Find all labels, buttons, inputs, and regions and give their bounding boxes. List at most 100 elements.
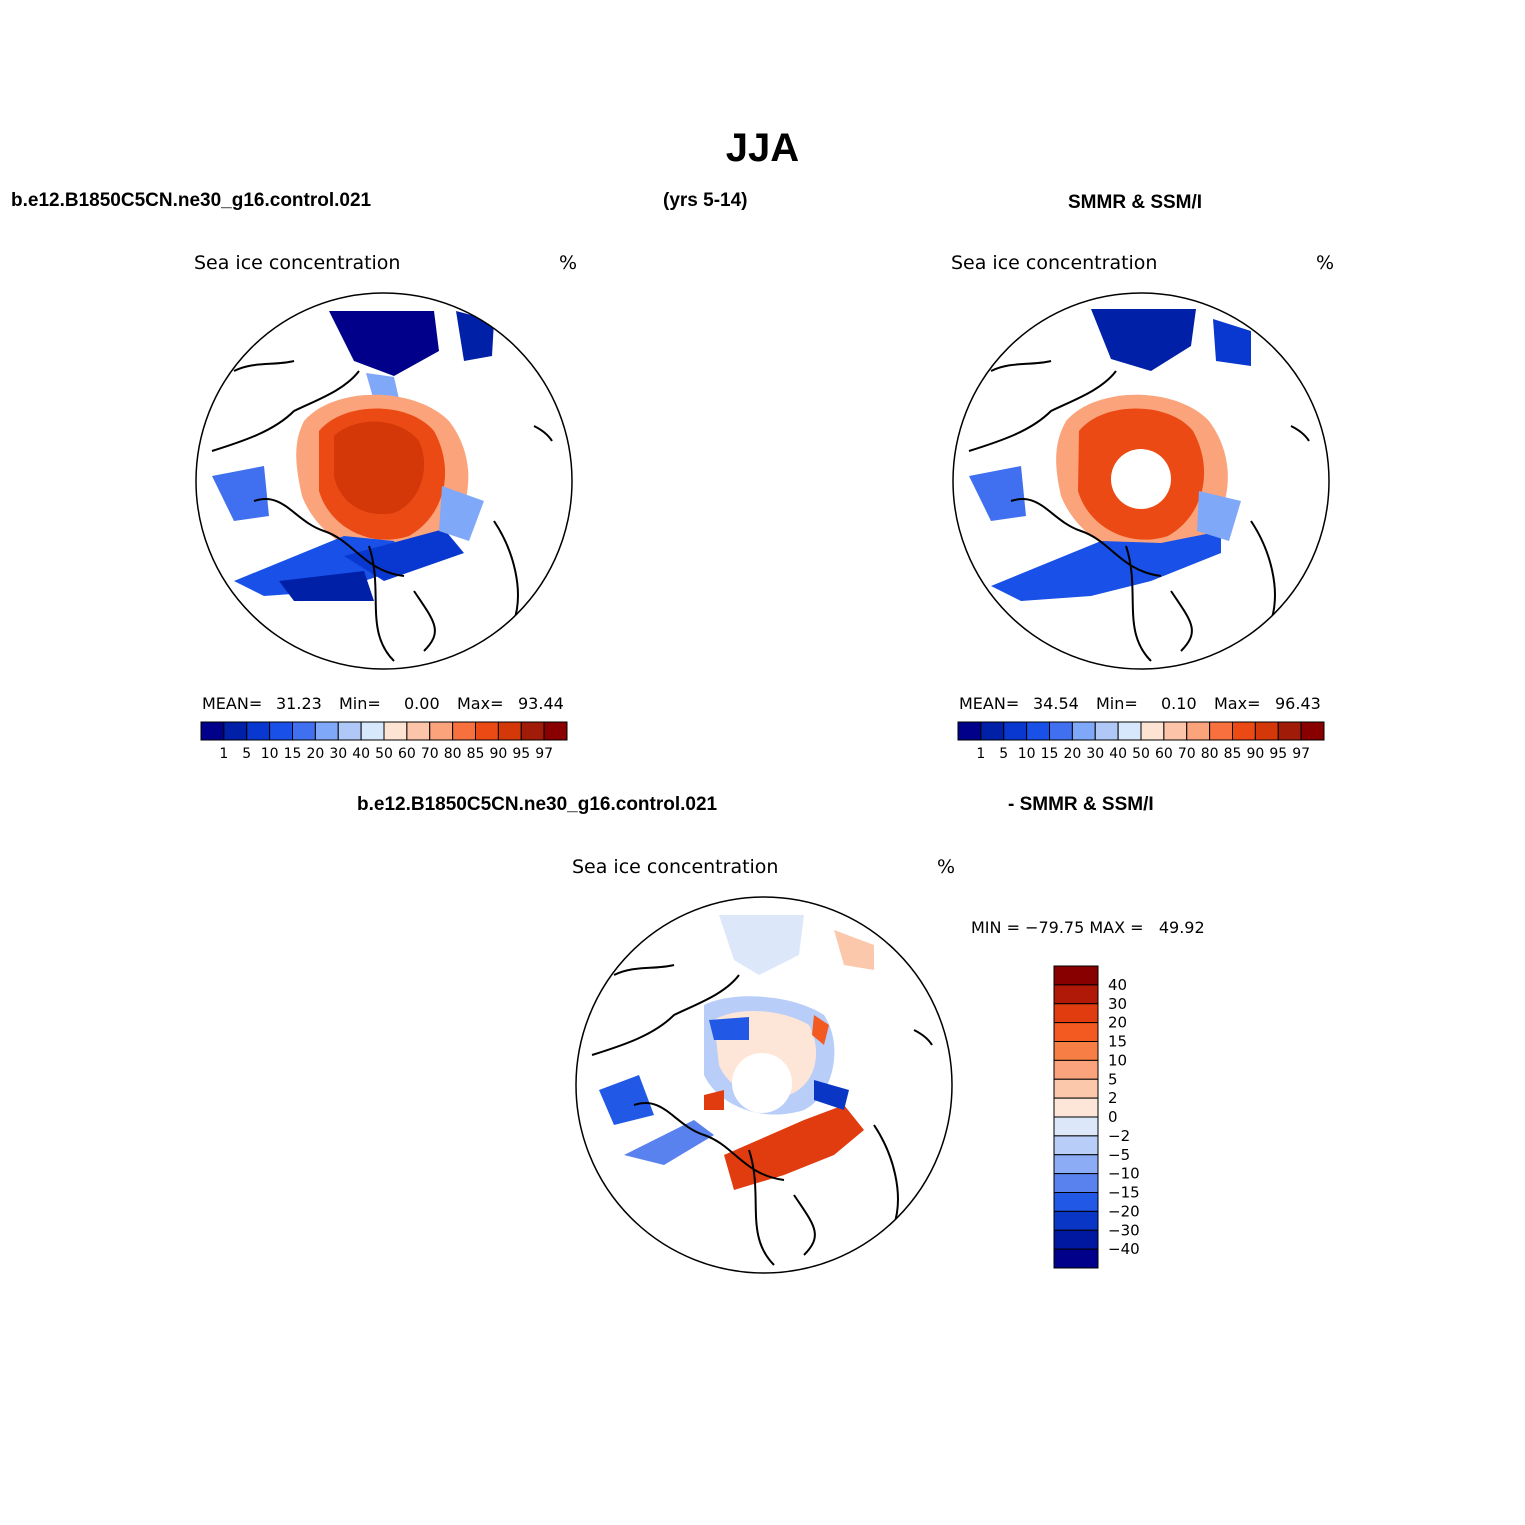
- panel2-min-value: 0.10: [1161, 694, 1197, 713]
- colorbar-tick-label: 2: [1108, 1089, 1118, 1107]
- panel1-min-label: Min=: [339, 694, 381, 713]
- colorbar-swatch: [1186, 721, 1211, 741]
- colorbar-swatch: [1094, 721, 1119, 741]
- colorbar-swatch: [543, 721, 568, 741]
- colorbar-swatch: [1053, 1097, 1099, 1118]
- colorbar-swatch: [1053, 1135, 1099, 1156]
- colorbar-tick-label: 30: [329, 746, 347, 762]
- colorbar-swatch: [314, 721, 339, 741]
- panel1-mean-value: 31.23: [276, 694, 322, 713]
- colorbar-tick-label: 50: [375, 746, 393, 762]
- colorbar-swatch: [292, 721, 316, 741]
- colorbar-swatch: [452, 721, 476, 741]
- panel1-min-value: 0.00: [404, 694, 440, 713]
- colorbar-swatch: [1053, 1154, 1099, 1175]
- colorbar-tick-label: 20: [1063, 746, 1081, 762]
- obs-name-header: SMMR & SSM/I: [1068, 192, 1203, 213]
- colorbar-tick-label: 70: [421, 746, 439, 762]
- colorbar-tick-label: −30: [1108, 1221, 1140, 1239]
- colorbar-tick-label: 95: [512, 746, 530, 762]
- panel1-polar-map: [195, 292, 573, 670]
- panel1-max-value: 93.44: [518, 694, 564, 713]
- colorbar-tick-label: 85: [467, 746, 485, 762]
- panel2-mean-label: MEAN=: [959, 694, 1020, 713]
- colorbar-swatch: [1049, 721, 1073, 741]
- colorbar-tick-label: 5: [1108, 1070, 1118, 1088]
- colorbar-swatch: [1003, 721, 1028, 741]
- colorbar-swatch: [1053, 965, 1099, 986]
- colorbar-tick-label: −5: [1108, 1146, 1130, 1164]
- colorbar-tick-label: 85: [1224, 746, 1242, 762]
- colorbar-swatch: [406, 721, 431, 741]
- colorbar-tick-label: 10: [1018, 746, 1036, 762]
- colorbar-tick-label: −10: [1108, 1165, 1140, 1183]
- panel1-max-label: Max=: [457, 694, 504, 713]
- colorbar-tick-label: 1: [976, 746, 985, 762]
- colorbar-tick-label: 15: [284, 746, 302, 762]
- diff-case-header: b.e12.B1850C5CN.ne30_g16.control.021: [357, 794, 718, 815]
- colorbar-tick-label: 0: [1108, 1108, 1118, 1126]
- panel3-variable-label: Sea ice concentration: [572, 856, 779, 878]
- colorbar-tick-label: 15: [1108, 1033, 1127, 1051]
- colorbar-tick-label: 70: [1178, 746, 1196, 762]
- colorbar-swatch: [475, 721, 499, 741]
- colorbar-swatch: [1053, 1229, 1099, 1250]
- panel1-mean-label: MEAN=: [202, 694, 263, 713]
- colorbar-tick-label: 40: [1109, 746, 1127, 762]
- colorbar-swatch: [1254, 721, 1279, 741]
- panel1-variable-label: Sea ice concentration: [194, 252, 401, 274]
- colorbar-swatch: [1300, 721, 1325, 741]
- colorbar-tick-label: 60: [398, 746, 416, 762]
- diff-obs-header: - SMMR & SSM/I: [1008, 794, 1154, 815]
- colorbar-tick-label: 20: [1108, 1014, 1127, 1032]
- colorbar-tick-label: 90: [489, 746, 507, 762]
- colorbar-swatch: [383, 721, 408, 741]
- colorbar-swatch: [1053, 984, 1099, 1005]
- colorbar-tick-label: 40: [1108, 976, 1127, 994]
- colorbar-tick-label: 50: [1132, 746, 1150, 762]
- colorbar-swatch: [337, 721, 362, 741]
- colorbar-tick-label: −15: [1108, 1184, 1140, 1202]
- colorbar-tick-label: 80: [444, 746, 462, 762]
- colorbar-swatch: [1053, 1210, 1099, 1231]
- colorbar-tick-label: 40: [352, 746, 370, 762]
- colorbar-swatch: [1053, 1022, 1099, 1042]
- years-header: (yrs 5-14): [663, 190, 748, 211]
- colorbar-tick-label: 5: [242, 746, 251, 762]
- colorbar-swatch: [980, 721, 1005, 741]
- colorbar-swatch: [1071, 721, 1096, 741]
- colorbar-swatch: [269, 721, 293, 741]
- colorbar-tick-label: 10: [261, 746, 279, 762]
- colorbar-swatch: [1053, 1041, 1099, 1061]
- colorbar-tick-label: 97: [535, 746, 553, 762]
- colorbar-tick-label: 90: [1246, 746, 1264, 762]
- colorbar-swatch: [1053, 1173, 1099, 1193]
- panel2-max-value: 96.43: [1275, 694, 1321, 713]
- panel2-max-label: Max=: [1214, 694, 1261, 713]
- colorbar-tick-label: 60: [1155, 746, 1173, 762]
- colorbar-swatch: [1053, 1248, 1099, 1269]
- colorbar-tick-label: 20: [306, 746, 324, 762]
- colorbar-swatch: [223, 721, 248, 741]
- colorbar-tick-label: 5: [999, 746, 1008, 762]
- panel2-colorbar: 1 5 10 15 20 30 40 50 60 70 80 85 90 95 97: [957, 721, 1325, 762]
- colorbar-tick-label: 30: [1108, 995, 1127, 1013]
- colorbar-swatch: [1053, 1003, 1099, 1024]
- colorbar-swatch: [1053, 1059, 1099, 1080]
- colorbar-tick-label: 97: [1292, 746, 1310, 762]
- colorbar-swatch: [1053, 1078, 1099, 1099]
- colorbar-swatch: [957, 721, 982, 741]
- colorbar-swatch: [520, 721, 545, 741]
- colorbar-tick-label: −2: [1108, 1127, 1130, 1145]
- colorbar-tick-label: 30: [1086, 746, 1104, 762]
- colorbar-tick-label: −40: [1108, 1240, 1140, 1258]
- colorbar-tick-label: −20: [1108, 1202, 1140, 1220]
- colorbar-swatch: [1026, 721, 1050, 741]
- colorbar-swatch: [1277, 721, 1302, 741]
- panel2-polar-map: [952, 292, 1330, 670]
- colorbar-swatch: [200, 721, 225, 741]
- colorbar-swatch: [1163, 721, 1188, 741]
- colorbar-tick-label: 80: [1201, 746, 1219, 762]
- colorbar-swatch: [1117, 721, 1142, 741]
